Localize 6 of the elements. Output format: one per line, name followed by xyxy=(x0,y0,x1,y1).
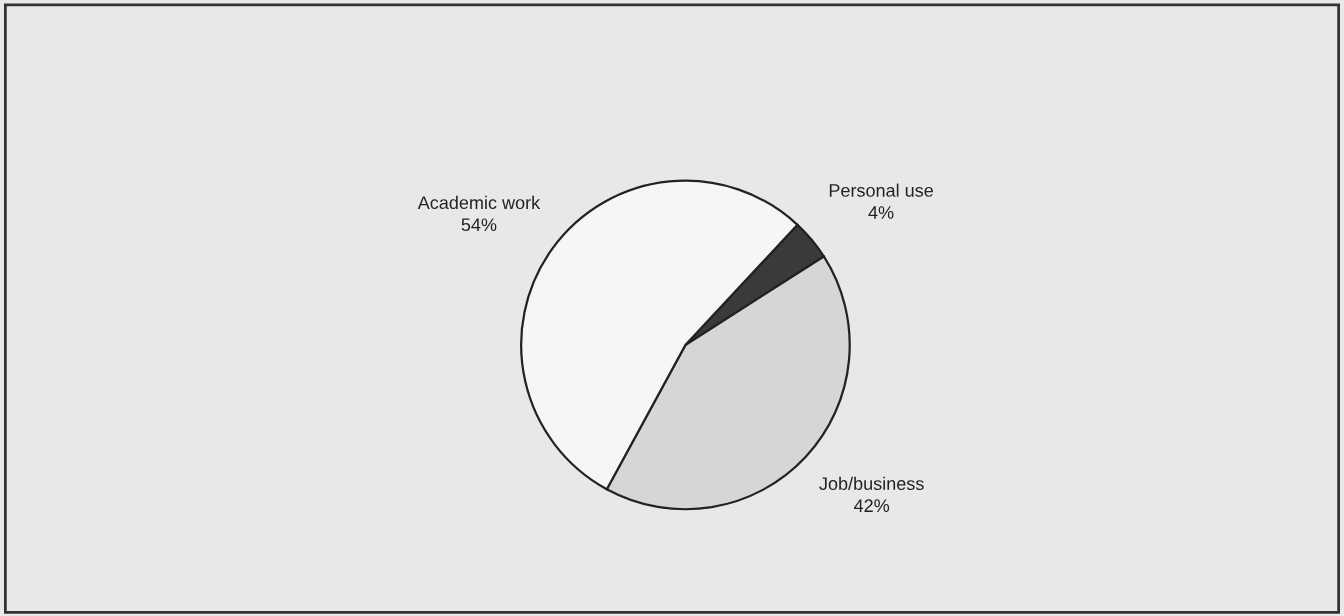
slice-label: Academic work xyxy=(417,195,541,210)
slice-label: Job/business xyxy=(819,476,924,491)
data-label: 42% xyxy=(854,499,890,513)
data-label: 54% xyxy=(461,218,497,232)
slice-label: Personal use xyxy=(829,183,933,197)
data-label: 4% xyxy=(868,206,894,219)
